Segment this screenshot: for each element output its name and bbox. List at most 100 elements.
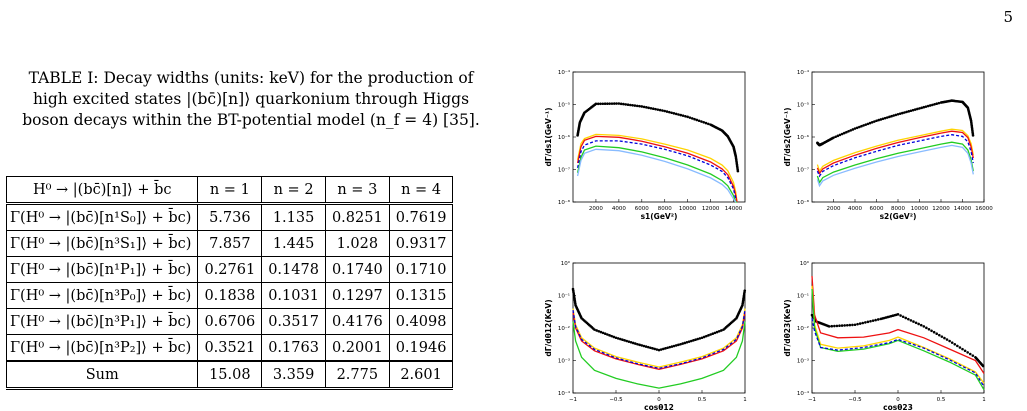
series-point [870, 121, 874, 124]
series-point [642, 105, 646, 109]
cell-n4: 0.1710 [388, 256, 454, 283]
series-point [845, 130, 848, 134]
series-point [898, 112, 902, 115]
x-axis-label: cosθ12 [644, 403, 674, 411]
x-tick-label: 12000 [932, 206, 950, 212]
series-point [622, 102, 625, 106]
y-tick-label: 10⁻⁷ [797, 167, 809, 174]
cell-n3: 0.1297 [324, 282, 390, 309]
series-point [843, 324, 846, 327]
y-tick-label: 10⁻⁴ [558, 69, 571, 76]
series-point [892, 114, 895, 117]
table-row: Γ(H⁰ → |(bc̄)[n³P₀]⟩ + b̄c) 0.1838 0.103… [5, 282, 454, 309]
series-point [627, 340, 631, 343]
series-point [864, 123, 868, 126]
series-point [847, 129, 850, 133]
series-point [646, 345, 650, 349]
series-point [702, 335, 706, 339]
x-tick-label: 10000 [911, 206, 929, 212]
series-point [932, 330, 936, 334]
series-point [961, 347, 964, 351]
series-point [683, 341, 687, 345]
x-tick-label: 4000 [612, 206, 626, 212]
series-point [601, 331, 605, 335]
series-point [689, 339, 693, 343]
series-point [603, 332, 607, 335]
series-point [950, 341, 954, 344]
series-point [681, 114, 685, 117]
series-point [901, 111, 904, 115]
series-line-4 [576, 145, 737, 203]
series-point [912, 320, 915, 323]
series-point [593, 328, 596, 331]
series-line-2 [816, 130, 974, 175]
series-point [666, 346, 669, 350]
plot-frame [572, 262, 746, 394]
series-line-2 [572, 311, 746, 370]
series-point [717, 329, 721, 333]
x-tick-label: 2000 [827, 206, 841, 212]
series-point [922, 325, 926, 328]
series-point [873, 120, 876, 123]
series-point [838, 133, 842, 137]
cell-n4: 0.1315 [388, 282, 454, 309]
y-tick-label: 10⁻⁴ [797, 390, 810, 397]
x-tick-label: 1 [743, 397, 747, 403]
series-point [672, 344, 676, 348]
x-tick-label: 0.5 [937, 397, 946, 403]
series-line-3 [816, 134, 974, 178]
series-point [838, 324, 841, 328]
series-point [631, 103, 634, 107]
series-point [875, 119, 878, 123]
cell-n4: 0.1946 [388, 334, 454, 362]
series-point [694, 338, 697, 342]
chart-panel-bottom-left: −1 −0.5 0 0.5 1 10⁻⁴ 10⁻³ 10⁻² 10⁻¹ 10⁰ cosθ12 dΓ/d… [544, 260, 747, 411]
series-point [687, 340, 691, 343]
series-point [896, 112, 900, 116]
series-point [971, 134, 975, 137]
series-point [858, 322, 862, 325]
series-line-5 [576, 148, 737, 203]
series-point [871, 319, 875, 322]
y-tick-label: 10⁰ [800, 260, 810, 267]
series-point [913, 108, 917, 111]
cell-n2: 0.3517 [261, 308, 326, 335]
series-point [672, 112, 676, 115]
table-row: Γ(H⁰ → |(bc̄)[n¹P₁]⟩ + b̄c) 0.2761 0.147… [5, 256, 454, 283]
plot-frame [811, 71, 985, 203]
series-point [697, 119, 701, 123]
series-point [935, 332, 938, 335]
series-point [836, 134, 840, 138]
header-process: H⁰ → |(bc̄)[n]⟩ + b̄c [5, 176, 199, 205]
cell-n2: 1.445 [261, 230, 326, 257]
cell-n4: 0.9317 [388, 230, 454, 257]
series-line-5 [816, 144, 974, 188]
y-tick-label: 10⁻⁶ [558, 134, 571, 141]
header-n2: n = 2 [261, 176, 326, 205]
chart-panel-bottom-right: −1 −0.5 0 0.5 1 10⁻⁴ 10⁻³ 10⁻² 10⁻¹ 10⁰ cosθ23 dΓ/d… [783, 260, 986, 411]
series-point [901, 315, 905, 319]
series-point [966, 351, 969, 354]
x-tick-label: −1 [808, 397, 816, 403]
series-point [595, 329, 598, 332]
series-point [642, 344, 646, 348]
series-point [677, 343, 680, 347]
series-point [924, 105, 928, 108]
series-point [866, 320, 870, 324]
series-point [945, 338, 949, 341]
series-point [713, 331, 717, 335]
y-tick-label: 10⁻⁵ [797, 102, 809, 109]
series-line-4 [572, 321, 746, 389]
series-point [631, 341, 635, 345]
series-line-2 [576, 135, 738, 203]
series-point [833, 324, 836, 328]
cell-n3: 0.1740 [324, 256, 390, 283]
series-point [855, 126, 859, 130]
series-point [597, 329, 601, 333]
series-point [943, 336, 946, 340]
series-line-3 [576, 140, 737, 199]
cell-n1: 5.736 [197, 203, 263, 231]
plot-frame [811, 262, 985, 394]
series-point [917, 322, 920, 326]
series-point [963, 349, 967, 353]
